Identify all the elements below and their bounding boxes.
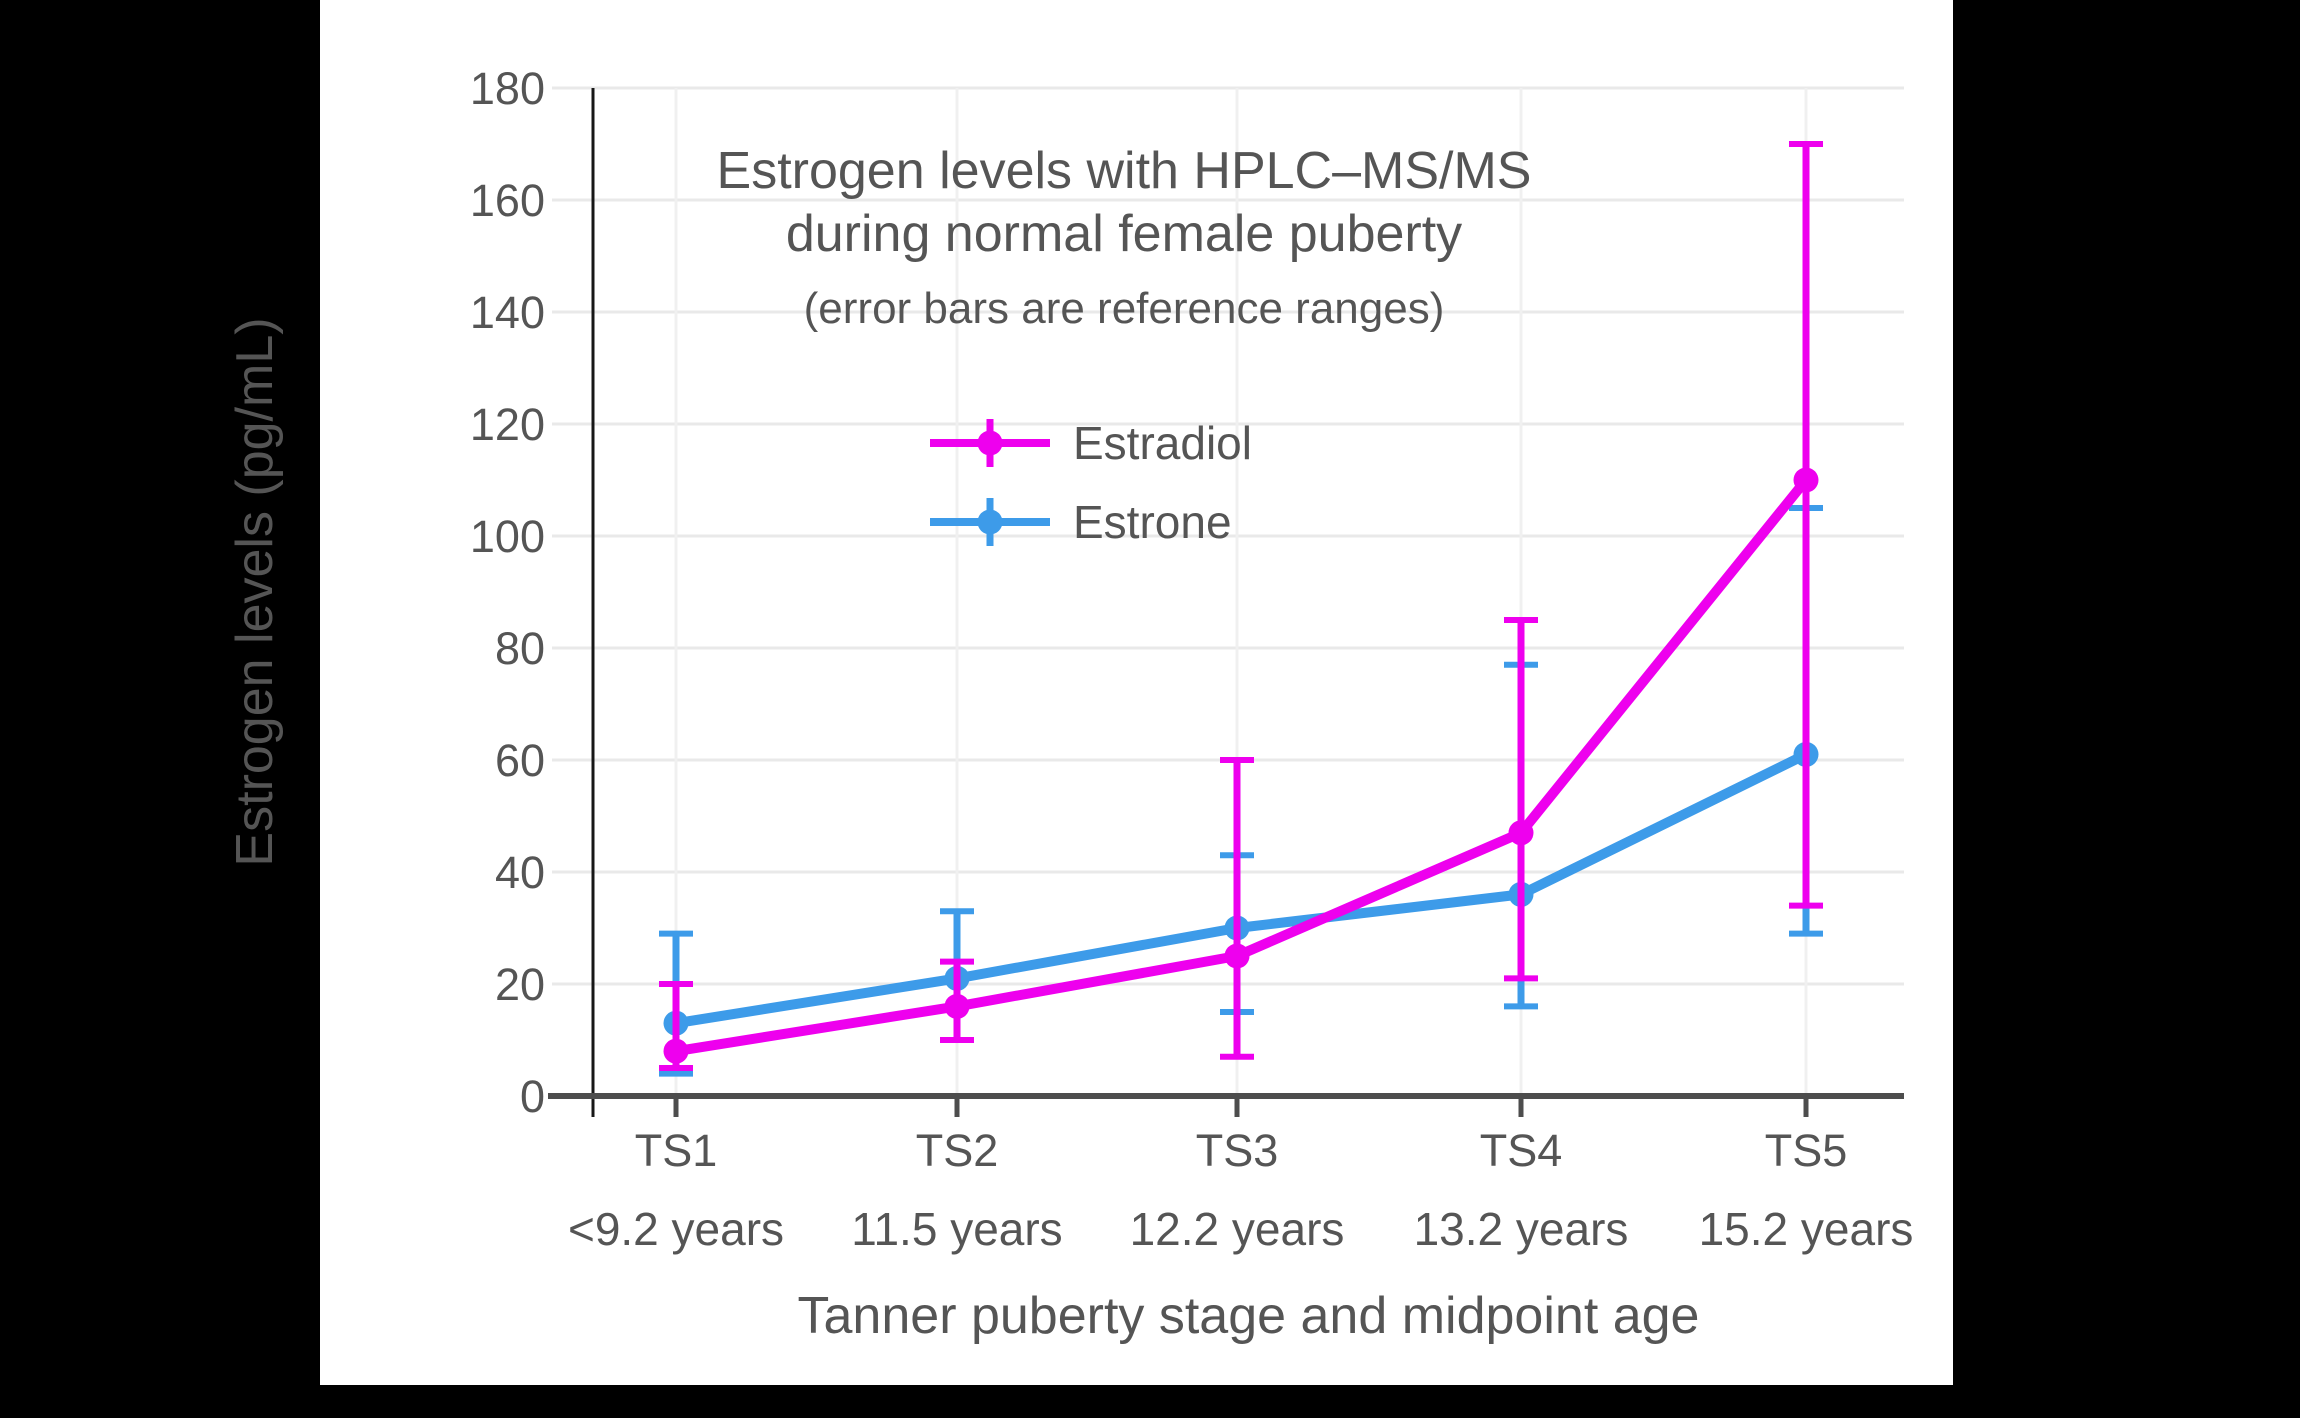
series-estradiol: [659, 141, 1823, 1071]
x-tick-label: TS3: [1196, 1125, 1279, 1176]
y-axis-title: Estrogen levels (pg/mL): [226, 317, 284, 866]
x-tick-label: TS5: [1765, 1125, 1848, 1176]
y-tick-label: 100: [470, 511, 545, 562]
legend-item-estradiol: Estradiol: [930, 417, 1252, 469]
y-tick-label: 0: [520, 1071, 545, 1122]
legend: Estradiol Estrone: [930, 417, 1252, 548]
chart-title-line1: Estrogen levels with HPLC–MS/MS: [717, 142, 1532, 200]
chart-title-line2: during normal female puberty: [786, 205, 1462, 263]
y-tick-label: 160: [470, 175, 545, 226]
data-point: [1224, 943, 1250, 969]
chart-subtitle: (error bars are reference ranges): [804, 284, 1445, 333]
y-tick-label: 120: [470, 399, 545, 450]
legend-marker-dot: [977, 509, 1003, 535]
x-tick-sublabel: 13.2 years: [1414, 1203, 1629, 1255]
x-axis-title: Tanner puberty stage and midpoint age: [798, 1287, 1700, 1345]
x-tick-label: TS2: [916, 1125, 999, 1176]
y-tick-label: 20: [495, 959, 545, 1010]
data-point: [944, 993, 970, 1019]
x-tick-sublabel: 15.2 years: [1699, 1203, 1914, 1255]
x-tick-sublabel: 11.5 years: [851, 1203, 1062, 1255]
x-tick-label: TS4: [1480, 1125, 1563, 1176]
x-tick-sublabel: <9.2 years: [568, 1203, 784, 1255]
legend-label: Estradiol: [1073, 417, 1252, 469]
error-bar: [1789, 141, 1823, 909]
gridlines: [552, 86, 1904, 1096]
y-tick-label: 60: [495, 735, 545, 786]
x-tick-sublabel: 12.2 years: [1130, 1203, 1345, 1255]
error-bar: [1220, 757, 1254, 1060]
error-bar: [1504, 617, 1538, 982]
data-point: [1508, 820, 1534, 846]
y-tick-label: 80: [495, 623, 545, 674]
y-tick-label: 140: [470, 287, 545, 338]
data-point: [1793, 467, 1819, 493]
y-tick-label: 40: [495, 847, 545, 898]
legend-label: Estrone: [1073, 496, 1232, 548]
data-point: [663, 1038, 689, 1064]
legend-item-estrone: Estrone: [930, 496, 1232, 548]
x-tick-label: TS1: [635, 1125, 718, 1176]
legend-marker-dot: [977, 430, 1003, 456]
y-tick-label: 180: [470, 63, 545, 114]
